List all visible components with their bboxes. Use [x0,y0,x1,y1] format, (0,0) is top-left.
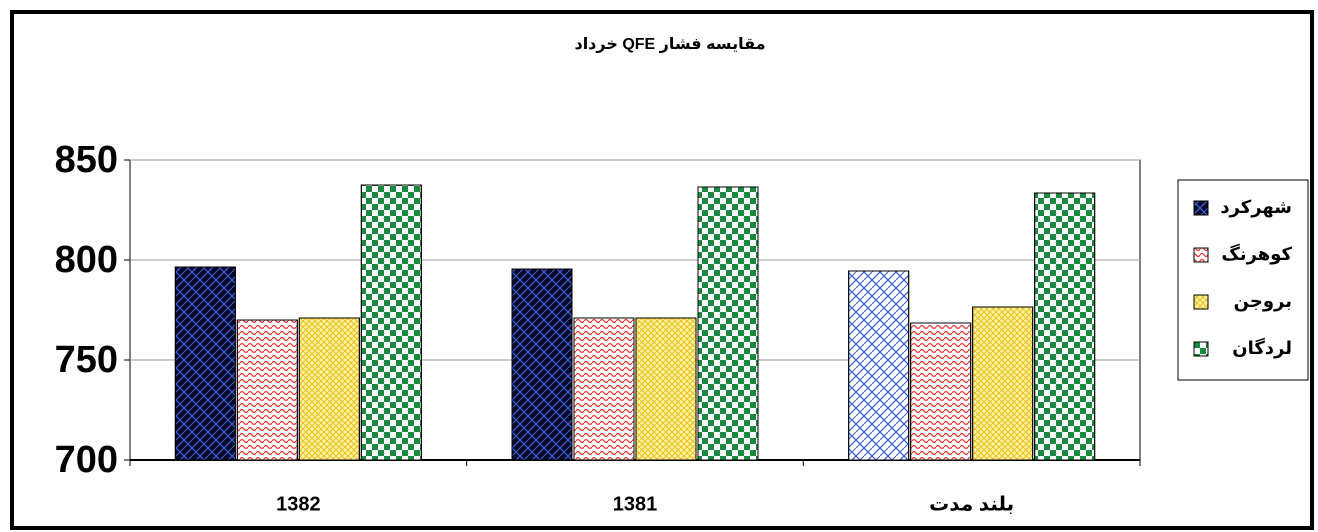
bar-pattern [1034,192,1096,461]
y-tick-label: 700 [55,439,118,481]
x-tick-label: بلند مدت [929,493,1014,515]
bar-pattern [635,317,697,461]
plot-area [129,159,1141,461]
legend-swatch-pattern [1193,341,1209,357]
bar-pattern [236,319,298,461]
x-tick-label: 1382 [276,493,321,515]
bar-pattern [697,186,759,461]
y-tick-label: 850 [55,139,118,181]
bar-pattern [573,317,635,461]
x-tick-label: 1381 [613,493,658,515]
frame [10,10,1314,530]
legend-label: لردگان [1232,337,1292,359]
legend-label: بروجن [1234,291,1292,312]
bar-pattern [511,268,573,461]
legend-swatch-pattern [1193,294,1209,310]
y-tick-label: 750 [55,339,118,381]
bar-pattern [910,322,972,461]
bar-pattern [298,317,360,461]
y-tick-label: 800 [55,239,118,281]
legend-label: شهرکرد [1220,197,1292,218]
bar-pattern [360,184,422,461]
legend-label: کوهرنگ [1221,243,1292,265]
legend-swatch-pattern [1193,247,1209,263]
bar-pattern [174,266,236,461]
legend-swatch-pattern [1193,200,1209,216]
bar-pattern [848,270,910,461]
chart-title: مقایسه فشار QFE خرداد [574,36,765,53]
bar-pattern [972,306,1034,461]
